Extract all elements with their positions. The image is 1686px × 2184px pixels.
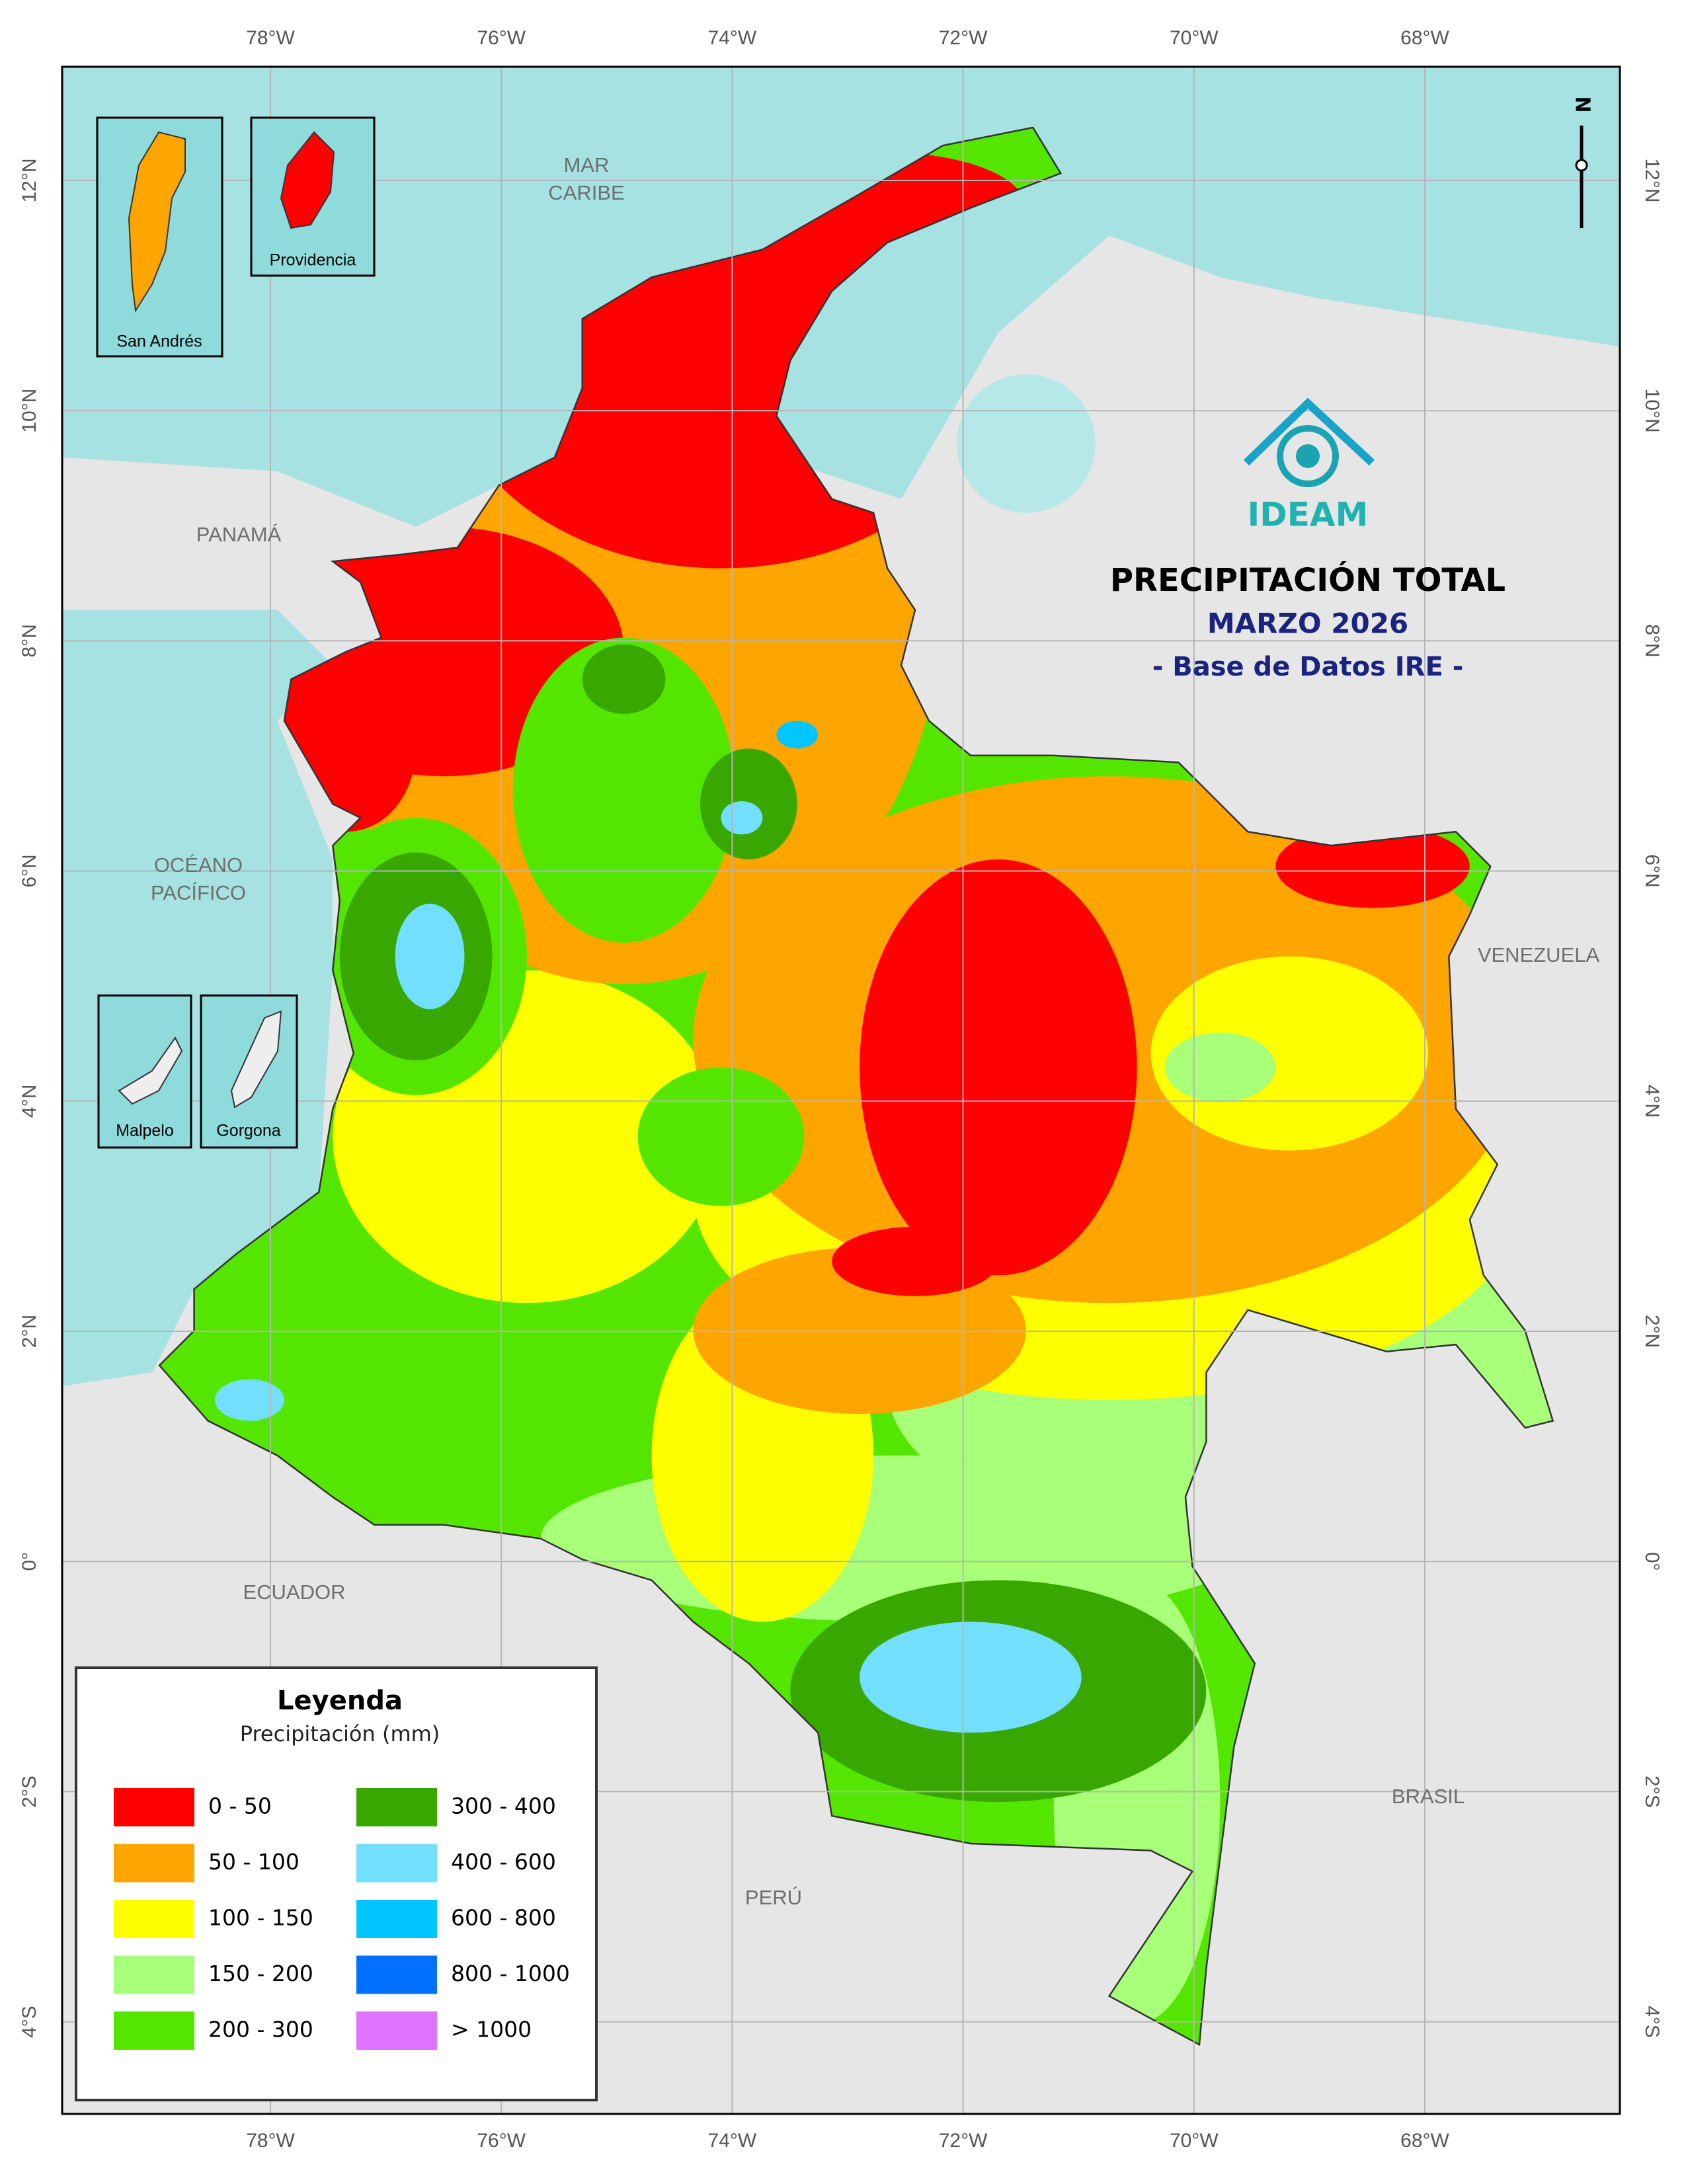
inset-label: Malpelo bbox=[116, 1122, 174, 1140]
lon-label: 74°W bbox=[708, 2130, 757, 2152]
lat-label: 6°N bbox=[19, 854, 40, 887]
legend-label: 800 - 1000 bbox=[451, 1961, 570, 1986]
lat-label: 0° bbox=[1641, 1552, 1663, 1571]
san-andres-island bbox=[128, 131, 186, 313]
lon-label: 74°W bbox=[708, 27, 757, 49]
zone bbox=[721, 801, 763, 835]
lon-label: 70°W bbox=[1170, 27, 1219, 49]
lat-label: 0° bbox=[19, 1552, 40, 1571]
zone bbox=[582, 644, 666, 714]
place-label: BRASIL bbox=[1392, 1785, 1465, 1808]
zone bbox=[215, 1379, 284, 1421]
lat-label: 12°N bbox=[19, 158, 40, 202]
lon-label: 68°W bbox=[1400, 2130, 1449, 2152]
lat-label: 2°S bbox=[1641, 1775, 1663, 1808]
legend-label: 400 - 600 bbox=[451, 1849, 556, 1875]
subtitle: MARZO 2026 bbox=[1207, 607, 1408, 640]
zone bbox=[1164, 1033, 1276, 1103]
legend-swatch bbox=[114, 2011, 194, 2050]
place-label: PANAMÁ bbox=[196, 523, 282, 546]
lon-label: 78°W bbox=[246, 2130, 295, 2152]
lon-label: 76°W bbox=[477, 27, 526, 49]
zone bbox=[512, 637, 735, 943]
zone bbox=[860, 1621, 1082, 1733]
lon-label: 70°W bbox=[1170, 2130, 1219, 2152]
lat-label: 8°N bbox=[19, 624, 40, 657]
zone bbox=[1275, 824, 1470, 908]
place-label: PACÍFICO bbox=[151, 881, 246, 904]
caribbean-sea bbox=[62, 67, 1620, 527]
lat-label: 4°N bbox=[1641, 1085, 1663, 1118]
lat-label: 6°N bbox=[1641, 854, 1663, 887]
place-label: ECUADOR bbox=[243, 1580, 345, 1604]
legend-label: 100 - 150 bbox=[208, 1905, 313, 1931]
lake bbox=[956, 374, 1096, 513]
legend-swatch bbox=[356, 2011, 437, 2050]
zone bbox=[776, 721, 819, 749]
legend-subtitle: Precipitación (mm) bbox=[240, 1721, 440, 1746]
inset-label: Gorgona bbox=[216, 1122, 280, 1140]
legend-swatch bbox=[356, 1844, 437, 1883]
inset-label: Providencia bbox=[270, 251, 356, 270]
lat-label: 2°S bbox=[19, 1775, 40, 1808]
legend-items: 0 - 50 50 - 100 100 - 150 150 - 200 200 - 30… bbox=[114, 1788, 570, 2050]
title: PRECIPITACIÓN TOTAL bbox=[1110, 561, 1505, 599]
lon-label: 76°W bbox=[477, 2130, 526, 2152]
lat-label: 2°N bbox=[1641, 1315, 1663, 1348]
providencia-island bbox=[280, 131, 335, 229]
lon-label: 72°W bbox=[939, 27, 988, 49]
lat-label: 8°N bbox=[1641, 624, 1663, 657]
lat-label: 10°N bbox=[1641, 389, 1663, 433]
inset-box bbox=[97, 994, 192, 1149]
legend-swatch bbox=[114, 1955, 194, 1994]
lat-label: 2°N bbox=[19, 1315, 40, 1348]
lon-label: 72°W bbox=[939, 2130, 988, 2152]
pacific-ocean bbox=[62, 609, 333, 1386]
legend-swatch bbox=[114, 1844, 194, 1883]
frame-border bbox=[61, 65, 1621, 2115]
north-arrow: N bbox=[1571, 96, 1594, 228]
gorgona-island bbox=[230, 1010, 282, 1109]
lat-label: 4°S bbox=[19, 2006, 40, 2038]
country-outline bbox=[158, 126, 1554, 2047]
legend-label: 200 - 300 bbox=[208, 2017, 313, 2043]
lat-label: 4°N bbox=[19, 1085, 40, 1118]
legend-swatch bbox=[356, 1788, 437, 1826]
legend-swatch bbox=[356, 1955, 437, 1994]
legend-label: > 1000 bbox=[451, 2017, 532, 2043]
lon-label: 68°W bbox=[1400, 27, 1449, 49]
labels: 78°W 78°W 76°W 76°W 74°W 74°W 72°W 72°W 70°W 70°W… bbox=[19, 27, 1663, 2152]
zone bbox=[395, 904, 465, 1009]
place-label: VENEZUELA bbox=[1478, 943, 1600, 966]
legend-swatch bbox=[114, 1788, 194, 1826]
legend-swatch bbox=[356, 1900, 437, 1938]
place-label: MAR bbox=[564, 153, 610, 176]
legend-swatch bbox=[114, 1900, 194, 1938]
legend-label: 0 - 50 bbox=[208, 1793, 272, 1819]
legend-title: Leyenda bbox=[277, 1686, 403, 1716]
lon-label: 78°W bbox=[246, 27, 295, 49]
zone bbox=[637, 1067, 805, 1206]
north-label: N bbox=[1571, 96, 1594, 112]
legend-label: 50 - 100 bbox=[208, 1849, 300, 1875]
legend-label: 150 - 200 bbox=[208, 1961, 313, 1986]
source: - Base de Datos IRE - bbox=[1152, 652, 1464, 682]
legend-label: 600 - 800 bbox=[451, 1905, 556, 1931]
lat-label: 4°S bbox=[1641, 2006, 1663, 2038]
place-label: PERÚ bbox=[745, 1886, 802, 1909]
logo-text: IDEAM bbox=[1248, 496, 1369, 534]
legend-label: 300 - 400 bbox=[451, 1793, 556, 1819]
place-label: OCÉANO bbox=[154, 853, 243, 877]
lat-label: 12°N bbox=[1641, 158, 1663, 202]
zone bbox=[860, 859, 1137, 1276]
logo bbox=[1243, 397, 1375, 487]
place-label: CARIBE bbox=[548, 181, 624, 204]
lat-label: 10°N bbox=[19, 389, 40, 433]
malpelo-island bbox=[118, 1036, 183, 1105]
inset-label: San Andrés bbox=[116, 332, 202, 351]
zone bbox=[832, 1226, 998, 1296]
